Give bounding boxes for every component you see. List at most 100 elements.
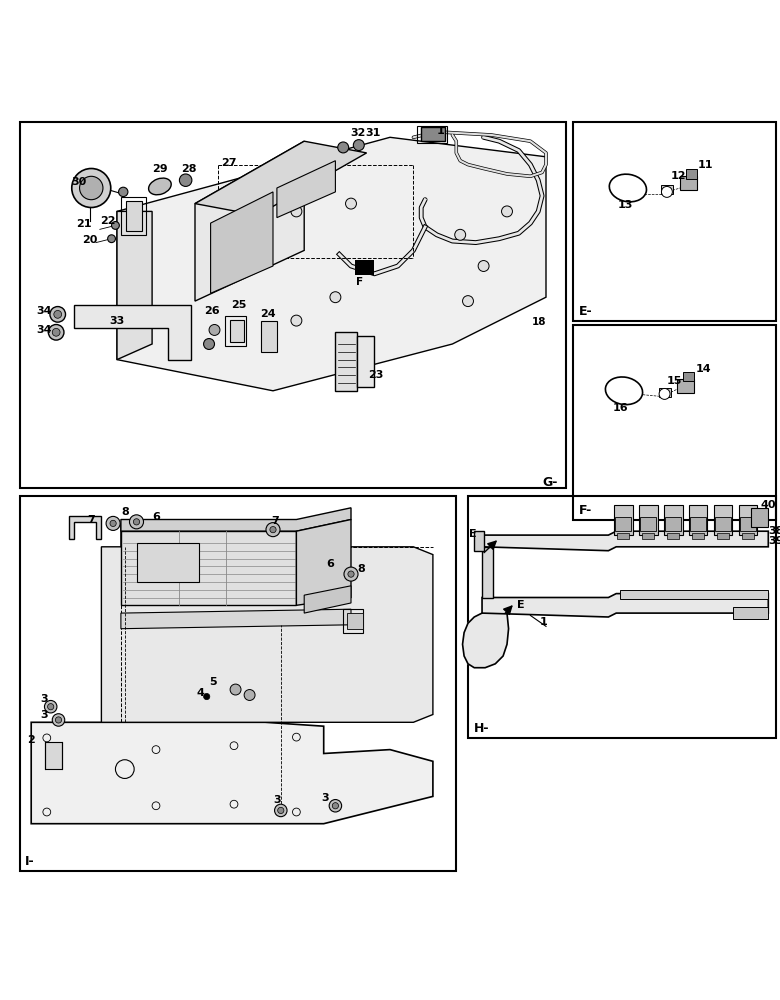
Text: F-: F- xyxy=(579,504,592,517)
Bar xyxy=(615,517,631,531)
Text: 31: 31 xyxy=(365,128,381,138)
Polygon shape xyxy=(121,531,296,605)
Circle shape xyxy=(502,206,512,217)
Circle shape xyxy=(55,717,62,723)
Text: 32: 32 xyxy=(350,128,366,138)
Text: 3: 3 xyxy=(41,710,48,720)
Bar xyxy=(715,517,731,531)
Circle shape xyxy=(346,198,356,209)
Circle shape xyxy=(455,229,466,240)
Bar xyxy=(355,260,374,275)
Text: 16: 16 xyxy=(612,403,628,413)
Circle shape xyxy=(133,519,140,525)
Text: 1: 1 xyxy=(540,617,548,627)
Bar xyxy=(742,533,754,539)
Circle shape xyxy=(112,222,119,229)
Polygon shape xyxy=(121,609,351,629)
Polygon shape xyxy=(482,531,768,551)
Bar xyxy=(573,324,776,520)
Polygon shape xyxy=(296,520,351,605)
Polygon shape xyxy=(117,211,152,360)
Text: 28: 28 xyxy=(181,164,197,174)
Bar xyxy=(357,336,374,387)
Circle shape xyxy=(353,140,364,151)
Polygon shape xyxy=(482,594,768,617)
Bar xyxy=(714,505,732,535)
Circle shape xyxy=(330,292,341,303)
Polygon shape xyxy=(121,508,351,531)
Text: 34: 34 xyxy=(36,306,51,316)
Circle shape xyxy=(50,307,66,322)
Text: 34: 34 xyxy=(36,325,51,335)
Bar xyxy=(717,533,729,539)
Circle shape xyxy=(291,315,302,326)
Text: 7: 7 xyxy=(271,516,279,526)
Polygon shape xyxy=(277,161,335,218)
Bar xyxy=(689,505,707,535)
Circle shape xyxy=(230,684,241,695)
Circle shape xyxy=(110,520,116,527)
Bar xyxy=(136,543,199,582)
Circle shape xyxy=(275,804,287,817)
Circle shape xyxy=(291,206,302,217)
Bar xyxy=(680,176,697,190)
Bar xyxy=(640,517,656,531)
Text: 7: 7 xyxy=(87,515,95,525)
Text: 25: 25 xyxy=(231,300,246,310)
Circle shape xyxy=(44,700,57,713)
Text: 14: 14 xyxy=(696,364,711,374)
Text: 8: 8 xyxy=(121,507,129,517)
Text: 3: 3 xyxy=(273,795,281,805)
Bar xyxy=(692,533,704,539)
Text: 11: 11 xyxy=(698,160,714,170)
Bar xyxy=(664,505,682,535)
Text: 6: 6 xyxy=(152,512,160,522)
Bar xyxy=(335,332,357,391)
Circle shape xyxy=(48,704,54,710)
Polygon shape xyxy=(482,547,493,597)
Text: 40: 40 xyxy=(760,500,776,510)
Text: H-: H- xyxy=(473,722,489,735)
Bar xyxy=(639,505,658,535)
Circle shape xyxy=(661,186,672,197)
Text: 3: 3 xyxy=(321,793,329,803)
Bar xyxy=(739,505,757,535)
Bar xyxy=(468,496,776,738)
Circle shape xyxy=(129,515,144,529)
Bar xyxy=(121,197,146,235)
Text: 12: 12 xyxy=(671,171,686,181)
Bar xyxy=(421,127,445,141)
Bar xyxy=(230,320,244,342)
Circle shape xyxy=(108,235,115,243)
Ellipse shape xyxy=(148,178,172,195)
Text: I-: I- xyxy=(25,855,34,868)
Circle shape xyxy=(348,571,354,577)
Text: 30: 30 xyxy=(72,177,87,187)
Circle shape xyxy=(54,310,62,318)
Circle shape xyxy=(204,339,215,349)
Text: 8: 8 xyxy=(357,564,365,574)
Text: 1: 1 xyxy=(437,126,445,136)
Bar xyxy=(659,388,671,397)
Text: 5: 5 xyxy=(209,677,217,687)
Circle shape xyxy=(659,388,670,399)
Text: 21: 21 xyxy=(76,219,92,229)
Circle shape xyxy=(80,176,103,200)
Circle shape xyxy=(179,174,192,186)
Bar xyxy=(126,201,142,231)
Text: 6: 6 xyxy=(326,559,334,569)
Text: 33: 33 xyxy=(109,316,125,326)
Circle shape xyxy=(329,800,342,812)
Text: 18: 18 xyxy=(532,317,547,327)
Text: G-: G- xyxy=(542,476,558,489)
Bar xyxy=(661,185,673,194)
Bar xyxy=(20,496,456,870)
Polygon shape xyxy=(31,722,433,824)
Polygon shape xyxy=(121,523,296,547)
Text: 38: 38 xyxy=(768,526,780,536)
Text: F: F xyxy=(356,277,363,287)
Bar xyxy=(347,613,363,629)
Bar xyxy=(45,742,62,769)
Bar xyxy=(683,372,694,381)
Text: 15: 15 xyxy=(667,376,682,386)
